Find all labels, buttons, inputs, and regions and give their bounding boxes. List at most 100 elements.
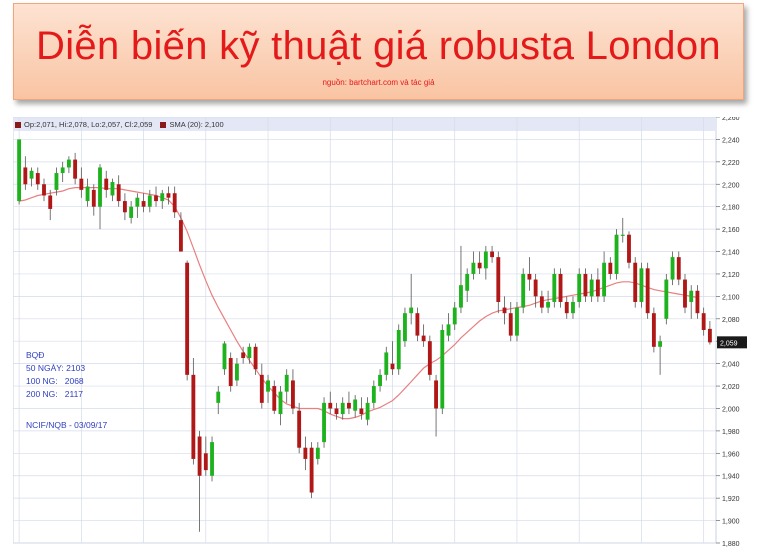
y-tick-label: 1,940 [722,474,740,481]
last-price-label: 2,059 [720,340,738,347]
candle-body [620,234,625,236]
candle-body [23,167,28,185]
candle-body [160,193,165,202]
y-tick-label: 1,960 [722,451,740,458]
candle-body [421,335,426,342]
candle-body [73,159,78,179]
candle-body [639,268,644,302]
candle-body [297,410,302,448]
source-note: nguồn: bartchart.com và tác giả [322,78,435,87]
candle-body [347,402,351,409]
candle-body [141,201,146,207]
legend-bar [13,117,716,131]
candle-body [154,195,158,202]
candle-body [471,262,476,274]
candle-body [552,273,557,302]
candle-body [689,290,694,302]
y-tick-label: 2,200 [722,182,740,189]
candle-body [521,273,526,308]
candle-body [60,167,65,174]
candle-body [110,182,115,196]
y-tick-label: 2,140 [722,250,740,257]
candle-body [266,380,270,392]
candle-body [278,391,283,415]
candle-body [79,178,84,190]
moving-average-notes: BQĐ 50 NGÀY: 2103 100 NG: 2068 200 NG: 2… [26,349,107,432]
candle-body [658,341,663,347]
legend-sma-swatch-icon [160,122,167,129]
note-line-4: 200 NG: 2117 [26,389,84,399]
candle-body [359,408,364,415]
candle-body [384,352,389,375]
candle-body [166,193,171,198]
candle-body [122,201,127,213]
candle-body [651,313,656,347]
y-tick-label: 2,220 [722,160,740,167]
candle-body [571,301,575,314]
candle-body [533,279,538,297]
note-line-1: BQĐ [26,350,45,360]
y-tick-label: 1,900 [722,519,740,526]
candle-body [527,273,532,280]
y-tick-label: 2,180 [722,205,740,212]
candle-body [85,186,90,202]
y-tick-label: 1,880 [722,541,740,548]
y-tick-label: 1,920 [722,496,740,503]
candle-body [583,273,588,297]
candle-body [508,313,513,336]
candle-body [564,301,569,314]
price-chart: 1,880 1,900 1,920 1,940 1,960 1,980 2,000 2,020… [12,115,753,548]
legend-sma: SMA (20): 2,100 [160,120,224,129]
candle-body [222,343,227,370]
y-tick-label: 1,980 [722,429,740,436]
legend-ohlc-text: Op:2,071, Hi:2,078, Lo:2,057, Cl:2,059 [24,120,153,129]
candle-body [340,402,345,415]
candle-body [427,341,432,375]
candle-body [253,346,258,370]
y-tick-label: 2,080 [722,317,740,324]
candle-body [515,307,519,336]
candle-body [539,296,544,308]
note-line-5: NCIF/NQB - 03/09/17 [26,420,108,430]
candle-body [17,139,22,202]
candle-body [390,363,395,370]
y-tick-label: 2,260 [722,117,740,122]
legend-sma-text: SMA (20): 2,100 [169,120,224,129]
candle-body [371,386,376,403]
candle-body [284,374,289,392]
chart-legend: Op:2,071, Hi:2,078, Lo:2,057, Cl:2,059 S… [15,120,224,129]
candle-body [477,262,482,269]
candle-body [595,279,600,297]
candle-body [203,453,208,471]
candle-body [247,346,252,359]
candle-body [334,408,339,415]
candle-body [434,380,438,409]
y-tick-label: 2,100 [722,294,740,301]
candle-body [496,257,501,302]
y-tick-label: 2,020 [722,384,740,391]
candle-body [129,206,134,218]
candle-body [670,257,675,280]
candle-body [48,195,53,209]
candle-body [309,447,314,493]
plot-area [12,116,717,544]
candle-body [483,251,488,269]
candle-body [315,447,320,459]
candle-body [633,262,638,302]
note-spacer [26,401,107,419]
candle-body [135,197,140,207]
candle-body [608,262,613,274]
candle-body [66,159,71,168]
candle-body [365,402,370,420]
candle-body [104,178,109,190]
candle-body [645,268,650,314]
candle-body [216,391,221,403]
candle-body [291,380,295,409]
candle-body [459,285,463,308]
candle-body [172,193,177,213]
note-line-3: 100 NG: 2068 [26,376,84,386]
legend-ohlc: Op:2,071, Hi:2,078, Lo:2,057, Cl:2,059 [15,120,152,129]
last-price-tag [717,336,747,349]
candle-body [303,447,308,459]
candle-body [676,257,681,280]
